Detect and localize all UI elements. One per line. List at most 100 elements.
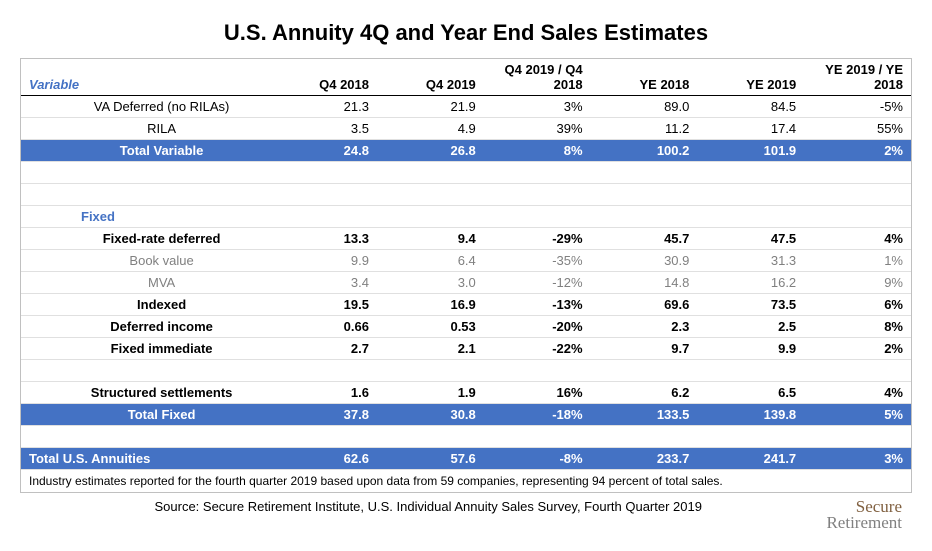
cell: 0.53 — [377, 316, 484, 338]
col-header: Q4 2018 — [270, 59, 377, 96]
cell: 1.6 — [270, 382, 377, 404]
cell: 13.3 — [270, 228, 377, 250]
cell: -29% — [484, 228, 591, 250]
cell: 31.3 — [697, 250, 804, 272]
cell: 14.8 — [591, 272, 698, 294]
logo-bottom: Retirement — [826, 513, 902, 532]
cell: 17.4 — [697, 118, 804, 140]
cell: 9.9 — [697, 338, 804, 360]
cell: 8% — [804, 316, 911, 338]
cell: 45.7 — [591, 228, 698, 250]
sales-table: Variable Q4 2018 Q4 2019 Q4 2019 / Q4 20… — [21, 59, 911, 470]
table-row: Deferred income0.660.53-20%2.32.58% — [21, 316, 911, 338]
row-label: RILA — [21, 118, 270, 140]
table-row: Total Fixed37.830.8-18%133.5139.85% — [21, 404, 911, 426]
cell: 3% — [484, 96, 591, 118]
cell: 26.8 — [377, 140, 484, 162]
cell: 100.2 — [591, 140, 698, 162]
row-label: Fixed immediate — [21, 338, 270, 360]
cell: 4% — [804, 228, 911, 250]
table-row: VA Deferred (no RILAs)21.321.93%89.084.5… — [21, 96, 911, 118]
col-header: YE 2019 — [697, 59, 804, 96]
cell: 16.9 — [377, 294, 484, 316]
fixed-header: Fixed — [21, 206, 911, 228]
table-row: Total Variable24.826.88%100.2101.92% — [21, 140, 911, 162]
cell: 139.8 — [697, 404, 804, 426]
footer: Source: Secure Retirement Institute, U.S… — [20, 499, 912, 531]
row-label: Fixed-rate deferred — [21, 228, 270, 250]
cell: 84.5 — [697, 96, 804, 118]
table-row: RILA3.54.939%11.217.455% — [21, 118, 911, 140]
row-label: MVA — [21, 272, 270, 294]
table-row: MVA3.43.0-12%14.816.29% — [21, 272, 911, 294]
cell: 4% — [804, 382, 911, 404]
page-title: U.S. Annuity 4Q and Year End Sales Estim… — [20, 20, 912, 46]
cell: 6% — [804, 294, 911, 316]
cell: 39% — [484, 118, 591, 140]
cell: -35% — [484, 250, 591, 272]
cell: -20% — [484, 316, 591, 338]
cell: 30.9 — [591, 250, 698, 272]
logo: Secure Retirement — [826, 499, 902, 531]
cell: 6.2 — [591, 382, 698, 404]
cell: 3.0 — [377, 272, 484, 294]
cell: 9.4 — [377, 228, 484, 250]
row-label: Deferred income — [21, 316, 270, 338]
row-label: Total U.S. Annuities — [21, 448, 270, 470]
cell: 133.5 — [591, 404, 698, 426]
row-label: Book value — [21, 250, 270, 272]
cell: -18% — [484, 404, 591, 426]
cell: 241.7 — [697, 448, 804, 470]
cell: 2% — [804, 338, 911, 360]
cell: 233.7 — [591, 448, 698, 470]
cell: -13% — [484, 294, 591, 316]
cell: 6.5 — [697, 382, 804, 404]
cell: 2.5 — [697, 316, 804, 338]
cell: 11.2 — [591, 118, 698, 140]
cell: 62.6 — [270, 448, 377, 470]
col-header: Q4 2019 / Q4 2018 — [484, 59, 591, 96]
col-header: YE 2018 — [591, 59, 698, 96]
table-row: Indexed19.516.9-13%69.673.56% — [21, 294, 911, 316]
row-label: Total Variable — [21, 140, 270, 162]
cell: 1.9 — [377, 382, 484, 404]
footnote: Industry estimates reported for the four… — [21, 470, 911, 492]
cell: 5% — [804, 404, 911, 426]
cell: 89.0 — [591, 96, 698, 118]
cell: 3.4 — [270, 272, 377, 294]
row-label: Total Fixed — [21, 404, 270, 426]
cell: 2% — [804, 140, 911, 162]
cell: 4.9 — [377, 118, 484, 140]
header-row: Variable Q4 2018 Q4 2019 Q4 2019 / Q4 20… — [21, 59, 911, 96]
source-text: Source: Secure Retirement Institute, U.S… — [30, 499, 826, 514]
cell: 3% — [804, 448, 911, 470]
cell: 37.8 — [270, 404, 377, 426]
sales-table-wrap: Variable Q4 2018 Q4 2019 Q4 2019 / Q4 20… — [20, 58, 912, 493]
cell: -12% — [484, 272, 591, 294]
variable-header: Variable — [21, 59, 270, 96]
cell: 9.9 — [270, 250, 377, 272]
cell: 2.1 — [377, 338, 484, 360]
row-label: Structured settlements — [21, 382, 270, 404]
cell: 101.9 — [697, 140, 804, 162]
table-row: Total U.S. Annuities62.657.6-8%233.7241.… — [21, 448, 911, 470]
cell: 2.7 — [270, 338, 377, 360]
cell: 73.5 — [697, 294, 804, 316]
cell: 24.8 — [270, 140, 377, 162]
cell: -8% — [484, 448, 591, 470]
cell: -5% — [804, 96, 911, 118]
cell: 57.6 — [377, 448, 484, 470]
cell: 6.4 — [377, 250, 484, 272]
table-row: Book value9.96.4-35%30.931.31% — [21, 250, 911, 272]
table-row: Structured settlements1.61.916%6.26.54% — [21, 382, 911, 404]
cell: 3.5 — [270, 118, 377, 140]
cell: 55% — [804, 118, 911, 140]
cell: 21.9 — [377, 96, 484, 118]
cell: 16.2 — [697, 272, 804, 294]
row-label: Indexed — [21, 294, 270, 316]
cell: 2.3 — [591, 316, 698, 338]
cell: 9.7 — [591, 338, 698, 360]
cell: 21.3 — [270, 96, 377, 118]
col-header: YE 2019 / YE 2018 — [804, 59, 911, 96]
cell: 0.66 — [270, 316, 377, 338]
